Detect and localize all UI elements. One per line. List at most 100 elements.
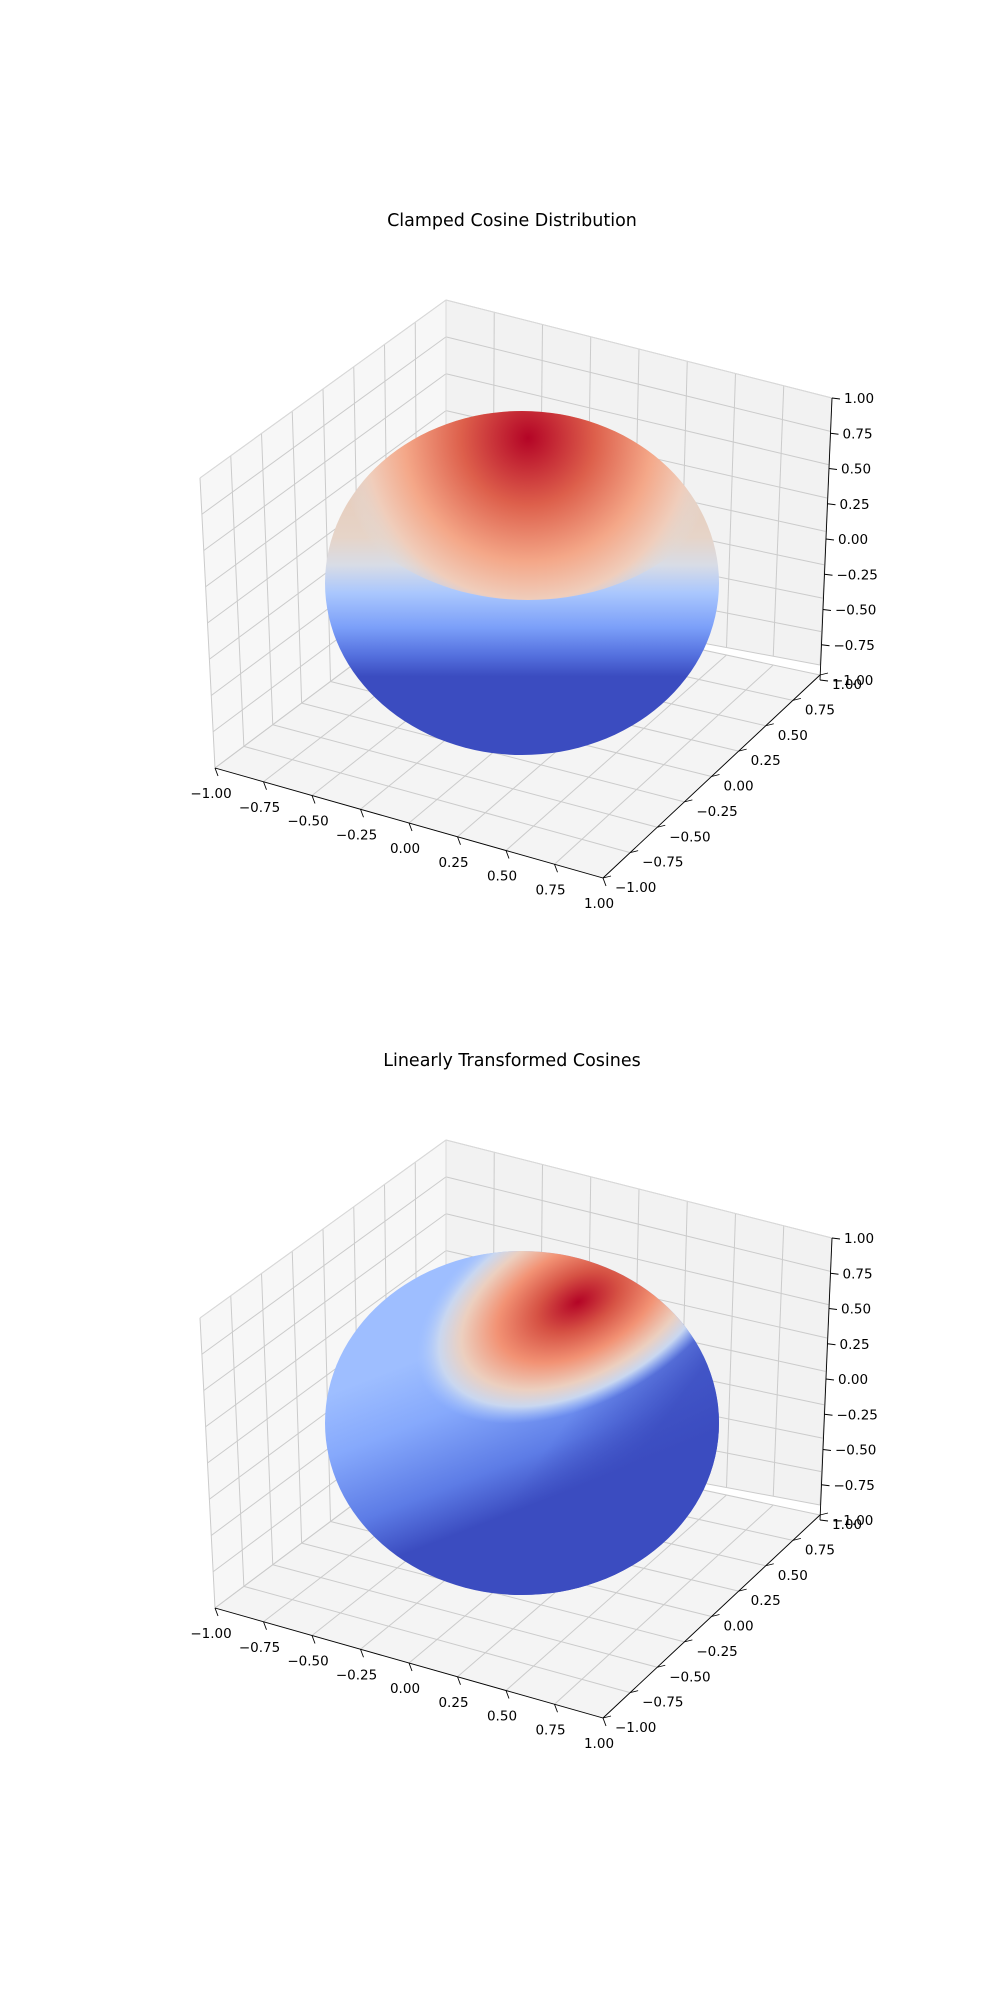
chart-title: Linearly Transformed Cosines [383,1051,641,1071]
y-tick-label: 0.25 [751,753,781,769]
z-tick-mark [825,1378,835,1381]
y-tick-mark [765,723,774,727]
z-tick-mark [828,1308,838,1310]
y-tick-label: 0.00 [724,779,754,795]
z-ticks: −1.00 −0.75 −0.50 −0.25 0.00 0.25 0.50 0.75 1.00 [819,1231,878,1529]
sphere-lobe [328,411,719,600]
x-tick-mark [505,1690,510,1699]
z-tick-label: 0.25 [840,1337,870,1353]
z-tick-label: −0.25 [837,1407,878,1423]
x-tick-label: −0.25 [336,1667,377,1683]
sphere-surface [325,411,719,755]
y-tick-mark [602,875,612,879]
z-tick-mark [827,1343,836,1346]
y-ticks: −1.00 −0.75 −0.50 −0.25 0.00 0.25 0.50 0.75 1.00 [602,1512,862,1736]
y-tick-label: −0.50 [669,1669,710,1685]
x-tick-label: 0.75 [535,1722,565,1738]
subplot-linearly-transformed-cosines: Linearly Transformed Cosines −1.00 −0.75 −0… [190,1051,878,1752]
x-tick-mark [408,822,413,832]
z-tick-mark [824,1413,833,1416]
x-tick-mark [554,864,558,873]
z-tick-label: −1.00 [832,673,873,689]
y-tick-mark [711,774,720,777]
x-tick-mark [311,795,316,804]
left-wall-pane [200,300,446,768]
x-tick-label: −0.75 [239,1640,280,1656]
z-tick-mark [828,468,838,470]
y-tick-mark [792,1537,801,1541]
x-tick-label: 0.00 [390,841,420,857]
x-tick-label: 0.75 [535,882,565,898]
z-tick-mark [830,432,839,435]
y-tick-mark [684,1639,693,1643]
x-tick-label: −0.50 [287,1654,328,1670]
y-tick-label: −0.25 [696,804,737,820]
y-tick-mark [819,1512,829,1516]
y-tick-label: 0.25 [751,1593,781,1609]
y-tick-label: 0.00 [724,1619,754,1635]
z-tick-label: 0.00 [838,532,868,548]
z-tick-mark [831,1237,841,1240]
y-tick-mark [630,850,639,854]
y-ticks: −1.00 −0.75 −0.50 −0.25 0.00 0.25 0.50 0.75 1.00 [602,672,862,896]
x-tick-label: 1.00 [584,896,614,912]
x-tick-label: 0.50 [487,1709,517,1725]
x-tick-mark [602,1717,607,1727]
x-tick-mark [263,781,267,790]
z-tick-mark [824,573,833,576]
z-tick-mark [819,1519,829,1522]
y-tick-label: −0.75 [642,855,683,871]
y-tick-label: 0.50 [778,728,808,744]
x-tick-mark [214,1607,219,1617]
x-ticks: −1.00 −0.75 −0.50 −0.25 0.00 0.25 0.50 0.75 1.00 [190,1607,614,1752]
z-tick-mark [821,1484,830,1487]
x-tick-mark [457,1676,461,1685]
x-tick-label: −0.50 [287,814,328,830]
z-tick-mark [822,609,832,611]
y-tick-label: −1.00 [615,1720,656,1736]
x-tick-mark [311,1635,316,1644]
y-tick-mark [684,799,693,803]
y-tick-label: 0.50 [778,1568,808,1584]
z-tick-label: −0.75 [834,1478,875,1494]
z-tick-label: 0.00 [838,1372,868,1388]
z-tick-label: 0.50 [841,462,871,478]
y-tick-label: −0.25 [696,1644,737,1660]
z-tick-label: −0.50 [835,1443,876,1459]
x-tick-mark [408,1662,413,1672]
y-tick-mark [602,1715,612,1719]
z-tick-mark [831,397,841,400]
z-tick-mark [827,503,836,506]
z-tick-label: 0.25 [840,497,870,513]
y-tick-label: −1.00 [615,880,656,896]
z-tick-label: −0.75 [834,638,875,654]
x-tick-label: 0.25 [438,855,468,871]
x-tick-mark [214,767,219,777]
x-tick-mark [263,1621,267,1630]
y-tick-mark [630,1690,639,1694]
y-tick-mark [738,1588,747,1592]
z-tick-mark [825,538,835,541]
y-tick-mark [792,697,801,701]
y-tick-label: 1.00 [832,677,862,693]
z-tick-label: 1.00 [844,391,874,407]
y-tick-label: −0.75 [642,1695,683,1711]
z-tick-label: −0.25 [837,567,878,583]
x-tick-label: −0.25 [336,827,377,843]
z-tick-label: 0.75 [843,426,873,442]
z-tick-label: −1.00 [832,1513,873,1529]
x-tick-label: 0.00 [390,1681,420,1697]
x-tick-mark [554,1704,558,1713]
x-tick-mark [457,836,461,845]
y-tick-mark [657,1664,666,1668]
x-tick-mark [505,850,510,859]
y-tick-mark [738,748,747,752]
y-tick-label: 0.75 [805,702,835,718]
z-tick-mark [821,644,830,647]
x-tick-label: 0.25 [438,1695,468,1711]
y-tick-mark [711,1614,720,1617]
z-tick-label: 0.75 [843,1266,873,1282]
y-tick-mark [819,672,829,676]
